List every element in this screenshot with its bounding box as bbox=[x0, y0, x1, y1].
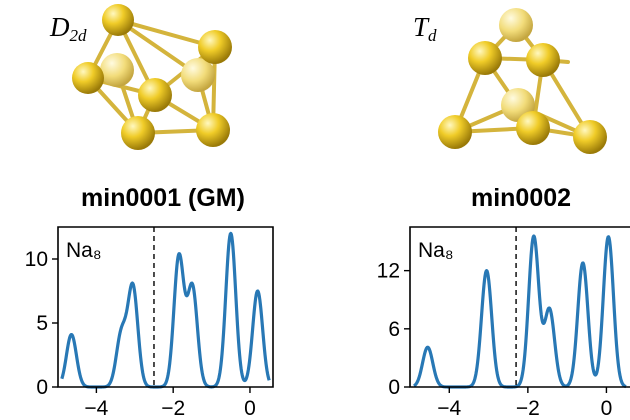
y-tick-label: 0 bbox=[388, 376, 400, 399]
x-tick-label: −2 bbox=[516, 397, 540, 420]
atom bbox=[198, 30, 232, 64]
atom bbox=[196, 113, 230, 147]
atom bbox=[526, 43, 560, 77]
cluster-d2d-structure bbox=[72, 4, 232, 150]
x-tick-label: −4 bbox=[437, 397, 461, 420]
symmetry-label: D2d bbox=[50, 12, 87, 45]
atom bbox=[100, 53, 134, 87]
atom bbox=[499, 8, 533, 42]
atom bbox=[138, 78, 172, 112]
atom bbox=[72, 62, 104, 94]
x-tick-label: −2 bbox=[161, 397, 185, 420]
y-tick-label: 5 bbox=[36, 312, 48, 335]
x-tick-label: 0 bbox=[601, 397, 613, 420]
atom bbox=[468, 41, 502, 75]
atom bbox=[438, 115, 472, 149]
plot-frame bbox=[409, 226, 630, 388]
plot-frame bbox=[57, 226, 274, 388]
y-tick-label: 10 bbox=[25, 248, 48, 271]
atom bbox=[573, 120, 607, 154]
dos-label: Na₈ bbox=[418, 239, 454, 262]
panel-title: min0002 bbox=[470, 184, 572, 212]
symmetry-label: Td bbox=[413, 12, 437, 45]
atom bbox=[516, 111, 550, 145]
cluster-td-structure bbox=[438, 8, 607, 154]
y-tick-label: 12 bbox=[377, 260, 400, 283]
y-tick-label: 6 bbox=[388, 318, 400, 341]
panel-title: min0001 (GM) bbox=[81, 184, 245, 212]
dos-label: Na₈ bbox=[66, 239, 102, 262]
atom bbox=[181, 58, 215, 92]
atom bbox=[121, 116, 155, 150]
atom bbox=[102, 4, 134, 36]
x-tick-label: −4 bbox=[84, 397, 108, 420]
y-tick-label: 0 bbox=[36, 376, 48, 399]
x-tick-label: 0 bbox=[244, 397, 256, 420]
